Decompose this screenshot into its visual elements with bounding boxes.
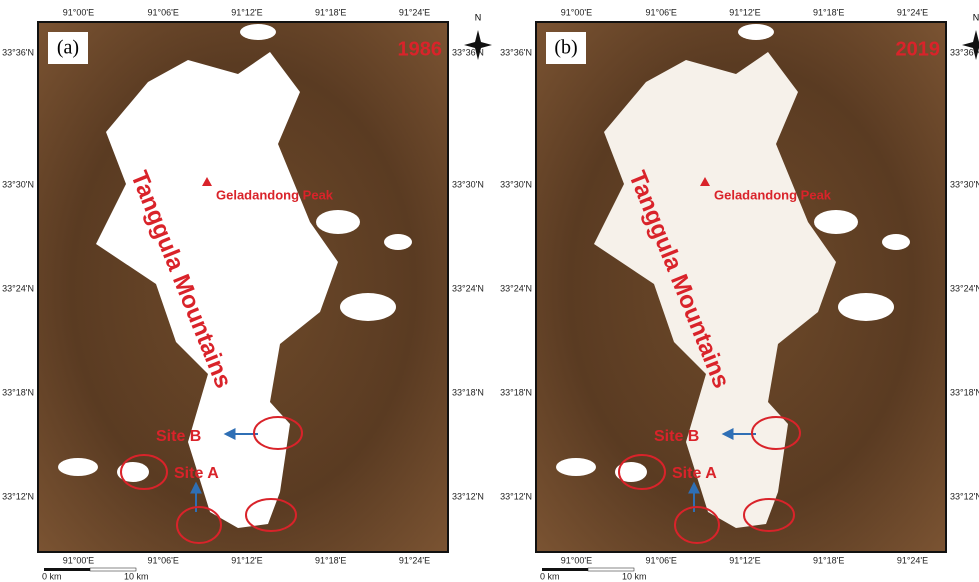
ice-patch xyxy=(556,458,596,476)
longitude-label: 91°18'E xyxy=(813,555,844,565)
latitude-label: 33°18'N xyxy=(950,387,979,397)
longitude-label: 91°24'E xyxy=(399,555,430,565)
longitude-label: 91°06'E xyxy=(645,555,676,565)
ice-patch xyxy=(838,293,894,321)
map-panel: (a) 1986 91°00'E 91°00'E 91°06'E 91°06'E 91°12… xyxy=(2,7,492,581)
year-label: 1986 xyxy=(398,38,443,60)
longitude-label: 91°12'E xyxy=(231,555,262,565)
ice-patch xyxy=(240,24,276,40)
scale-label: 0 km xyxy=(540,571,560,581)
longitude-label: 91°06'E xyxy=(147,7,178,17)
latitude-label: 33°24'N xyxy=(2,283,34,293)
latitude-label: 33°12'N xyxy=(500,491,532,501)
longitude-label: 91°00'E xyxy=(561,555,592,565)
latitude-label: 33°18'N xyxy=(2,387,34,397)
longitude-label: 91°00'E xyxy=(63,7,94,17)
ice-patch xyxy=(882,234,910,250)
latitude-label: 33°24'N xyxy=(950,283,979,293)
scale-label: 0 km xyxy=(42,571,62,581)
longitude-label: 91°24'E xyxy=(897,7,928,17)
peak-label: Geladandong Peak xyxy=(714,187,832,202)
latitude-label: 33°24'N xyxy=(452,283,484,293)
longitude-label: 91°24'E xyxy=(897,555,928,565)
latitude-label: 33°30'N xyxy=(2,179,34,189)
latitude-label: 33°36'N xyxy=(2,47,34,57)
longitude-label: 91°06'E xyxy=(645,7,676,17)
ice-patch xyxy=(340,293,396,321)
latitude-label: 33°12'N xyxy=(950,491,979,501)
year-label: 2019 xyxy=(896,38,941,60)
latitude-label: 33°12'N xyxy=(2,491,34,501)
scale-label: 10 km xyxy=(124,571,149,581)
longitude-label: 91°18'E xyxy=(315,7,346,17)
latitude-label: 33°30'N xyxy=(452,179,484,189)
latitude-label: 33°24'N xyxy=(500,283,532,293)
latitude-label: 33°18'N xyxy=(500,387,532,397)
ice-patch xyxy=(316,210,360,234)
latitude-label: 33°30'N xyxy=(500,179,532,189)
site-label: Site B xyxy=(156,428,201,445)
longitude-label: 91°12'E xyxy=(729,7,760,17)
scale-label: 10 km xyxy=(622,571,647,581)
longitude-label: 91°00'E xyxy=(561,7,592,17)
north-label: N xyxy=(475,12,482,22)
latitude-label: 33°18'N xyxy=(452,387,484,397)
ice-patch xyxy=(384,234,412,250)
peak-label: Geladandong Peak xyxy=(216,187,334,202)
panel-label: (a) xyxy=(57,37,79,59)
longitude-label: 91°06'E xyxy=(147,555,178,565)
longitude-label: 91°18'E xyxy=(813,7,844,17)
longitude-label: 91°00'E xyxy=(63,555,94,565)
latitude-label: 33°12'N xyxy=(452,491,484,501)
longitude-label: 91°18'E xyxy=(315,555,346,565)
longitude-label: 91°12'E xyxy=(729,555,760,565)
longitude-label: 91°24'E xyxy=(399,7,430,17)
longitude-label: 91°12'E xyxy=(231,7,262,17)
ice-patch xyxy=(814,210,858,234)
site-label: Site A xyxy=(174,465,219,482)
ice-patch xyxy=(738,24,774,40)
ice-patch xyxy=(58,458,98,476)
site-label: Site B xyxy=(654,428,699,445)
figure: (a) 1986 91°00'E 91°00'E 91°06'E 91°06'E 91°12… xyxy=(0,0,979,582)
site-label: Site A xyxy=(672,465,717,482)
latitude-label: 33°36'N xyxy=(500,47,532,57)
north-label: N xyxy=(973,12,979,22)
panel-label: (b) xyxy=(554,37,577,59)
map-panel: (b) 2019 91°00'E 91°00'E 91°06'E 91°06'E 91°12… xyxy=(500,7,979,581)
latitude-label: 33°30'N xyxy=(950,179,979,189)
